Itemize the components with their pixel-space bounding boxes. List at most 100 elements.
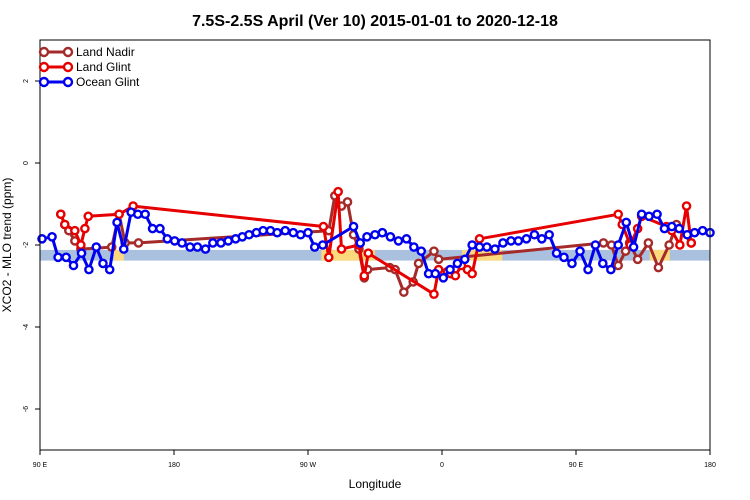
land-nadir-point: [433, 254, 444, 265]
ocean-glint-point: [513, 236, 524, 246]
x-tick-label: 90 E: [569, 462, 584, 469]
ocean-glint-point: [76, 248, 87, 258]
ocean-glint-point: [355, 238, 366, 248]
ocean-glint-point: [459, 254, 470, 265]
ocean-glint-point: [91, 242, 102, 252]
ocean-glint-point: [169, 236, 180, 246]
ocean-glint-point: [393, 236, 404, 246]
land-glint-point: [59, 219, 70, 230]
ocean-glint-point: [223, 236, 234, 246]
ocean-glint-point: [37, 234, 47, 244]
x-tick-label: 180: [704, 462, 716, 469]
ocean-glint-point: [537, 234, 547, 244]
ocean-glint-point: [47, 231, 57, 242]
ocean-glint-point: [348, 221, 359, 232]
ocean-glint-point: [590, 240, 601, 250]
ocean-glint-point: [309, 242, 320, 252]
y-tick-label: -4: [23, 324, 30, 330]
ocean-glint-point: [482, 242, 492, 252]
ocean-glint-point: [628, 242, 639, 252]
ocean-glint-point: [68, 260, 79, 271]
ocean-glint-point: [295, 229, 306, 240]
land-glint-point: [474, 234, 485, 244]
x-tick-label: 90 E: [33, 462, 48, 469]
ocean-glint-point: [409, 242, 419, 252]
ocean-glint-point: [377, 227, 388, 238]
ocean-glint-point: [674, 223, 684, 234]
y-tick-label: -2: [23, 242, 30, 248]
ocean-glint-point: [682, 229, 693, 240]
ocean-glint-point: [506, 236, 516, 246]
legend-label: Land Glint: [76, 60, 131, 74]
ocean-glint-point: [303, 227, 313, 238]
land-glint-point: [686, 238, 697, 248]
ocean-glint-point: [162, 234, 173, 244]
highlight-band-segment: [321, 249, 375, 261]
legend-label: Ocean Glint: [76, 75, 140, 89]
ocean-glint-point: [112, 217, 122, 228]
highlight-band-segment: [113, 249, 124, 261]
land-glint-point: [323, 252, 334, 263]
land-nadir-point: [399, 287, 409, 297]
legend-swatch-marker: [62, 46, 74, 58]
legend-swatch-marker: [62, 76, 74, 88]
legend-swatch-marker: [38, 76, 50, 88]
land-glint-point: [70, 225, 80, 236]
ocean-glint-point: [613, 240, 624, 250]
y-tick-label: 2: [23, 79, 30, 83]
ocean-glint-point: [667, 221, 677, 232]
land-nadir-point: [620, 246, 631, 256]
ocean-glint-point: [575, 246, 585, 256]
x-axis: 90 E 180 90 W 0 90 E 180: [33, 450, 716, 469]
ocean-glint-point: [697, 225, 708, 236]
series-layer: [37, 186, 715, 300]
land-nadir-point: [632, 254, 643, 265]
y-tick-label: 0: [23, 161, 30, 165]
ocean-glint-point: [529, 229, 540, 240]
ocean-glint-point: [583, 264, 593, 275]
ocean-glint-point: [280, 225, 291, 236]
ocean-glint-point: [208, 238, 218, 248]
land-nadir-point: [643, 238, 654, 248]
ocean-glint-point: [370, 229, 380, 240]
x-tick-label: 90 W: [300, 462, 317, 469]
chart-title: 7.5S-2.5S April (Ver 10) 2015-01-01 to 2…: [192, 13, 558, 30]
ocean-glint-point: [84, 264, 94, 275]
land-glint-point: [80, 223, 90, 234]
ocean-glint-point: [200, 244, 211, 254]
x-tick-label: 0: [440, 462, 444, 469]
land-nadir-point: [429, 246, 439, 256]
legend-item-land-nadir: Land Nadir: [38, 45, 135, 59]
y-tick-label: -6: [23, 406, 30, 412]
ocean-glint-point: [133, 209, 143, 220]
ocean-glint-point: [177, 238, 187, 248]
land-glint-point: [681, 201, 692, 211]
land-glint-point: [675, 240, 685, 250]
land-glint-point: [333, 186, 343, 197]
ocean-glint-point: [644, 211, 654, 222]
ocean-glint-point: [521, 234, 532, 244]
y-axis: 2 0 -2 -4 -6: [23, 79, 40, 412]
ocean-glint-point: [598, 258, 608, 269]
ocean-glint-point: [288, 227, 299, 238]
ocean-glint-point: [606, 264, 616, 275]
land-glint-point: [55, 209, 66, 220]
ocean-glint-point: [467, 240, 477, 250]
ocean-glint-point: [244, 229, 254, 240]
land-glint-point: [450, 270, 461, 281]
land-nadir-point: [342, 197, 353, 207]
ocean-glint-point: [416, 246, 427, 256]
ocean-glint-point: [445, 264, 455, 275]
ocean-glint-point: [61, 252, 71, 263]
land-glint-point: [467, 268, 477, 279]
ocean-glint-point: [155, 223, 165, 234]
ocean-glint-point: [216, 238, 226, 248]
land-nadir-point: [664, 240, 674, 250]
land-glint-point: [429, 289, 439, 300]
land-glint-point: [359, 270, 370, 281]
ocean-glint-point: [104, 264, 115, 275]
ocean-glint-point: [636, 209, 647, 220]
ocean-glint-point: [452, 258, 463, 269]
